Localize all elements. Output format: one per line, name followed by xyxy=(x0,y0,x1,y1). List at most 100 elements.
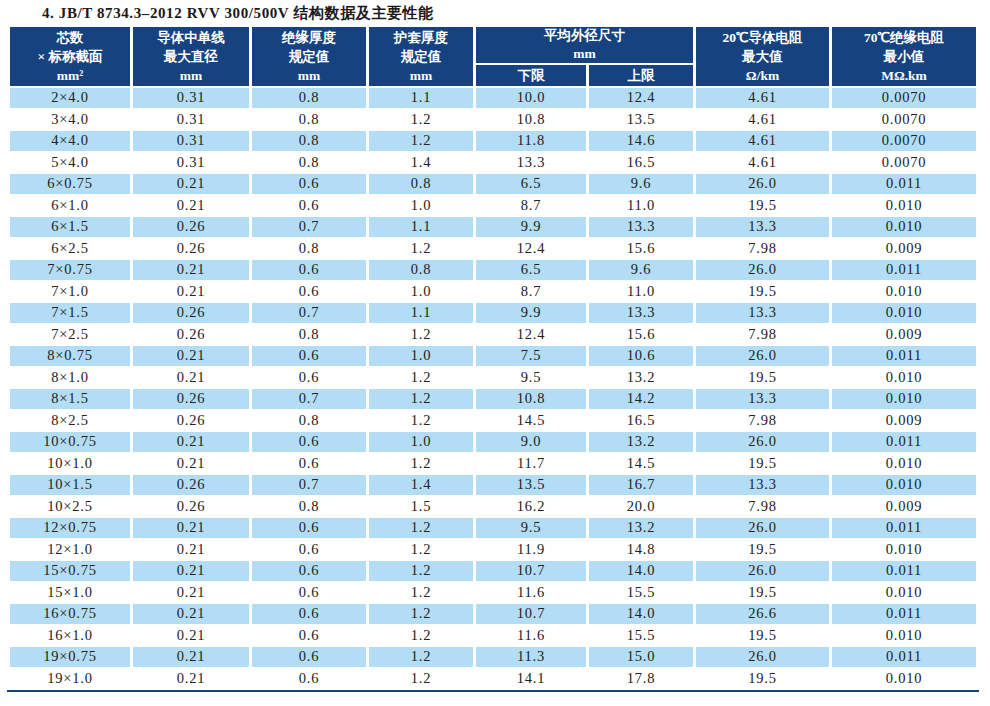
table-cell: 0.7 xyxy=(252,303,366,323)
table-cell: 10.8 xyxy=(476,110,586,130)
table-cell: 0.8 xyxy=(369,174,473,194)
table-cell: 14.0 xyxy=(589,604,693,624)
table-cell: 13.2 xyxy=(589,518,693,538)
table-cell: 0.21 xyxy=(133,518,249,538)
table-cell: 16.5 xyxy=(589,411,693,431)
table-cell: 0.0070 xyxy=(832,88,976,108)
table-cell: 0.0070 xyxy=(832,110,976,130)
header-insulation-resistance-70c: 70℃绝缘电阻 最小值 MΩ.km xyxy=(832,27,976,86)
table-cell: 0.6 xyxy=(252,454,366,474)
table-row: 10×0.750.210.61.09.013.226.00.011 xyxy=(10,432,976,452)
table-row: 6×2.50.260.81.212.415.67.980.009 xyxy=(10,239,976,259)
table-cell: 16×1.0 xyxy=(10,626,130,646)
table-cell: 0.010 xyxy=(832,583,976,603)
table-cell: 0.011 xyxy=(832,604,976,624)
header-conductor-resistance-20c: 20℃导体电阻 最大值 Ω/km xyxy=(696,27,829,86)
table-row: 7×0.750.210.60.86.59.626.00.011 xyxy=(10,260,976,280)
table-cell: 0.6 xyxy=(252,432,366,452)
table-cell: 0.009 xyxy=(832,239,976,259)
table-cell: 0.31 xyxy=(133,153,249,173)
table-cell: 3×4.0 xyxy=(10,110,130,130)
header-core-count: 芯数 × 标称截面 mm² xyxy=(10,27,130,86)
header-line: mm xyxy=(253,66,365,85)
spec-table: 芯数 × 标称截面 mm² 导体中单线 最大直径 mm 绝缘厚度 规定值 mm … xyxy=(7,25,979,692)
table-cell: 10×2.5 xyxy=(10,497,130,517)
table-cell: 12×0.75 xyxy=(10,518,130,538)
table-cell: 0.21 xyxy=(133,626,249,646)
table-cell: 11.7 xyxy=(476,454,586,474)
table-cell: 1.2 xyxy=(369,368,473,388)
table-cell: 0.26 xyxy=(133,217,249,237)
table-cell: 1.0 xyxy=(369,196,473,216)
table-row: 7×2.50.260.81.212.415.67.980.009 xyxy=(10,325,976,345)
header-line: mm xyxy=(134,66,248,85)
table-cell: 0.21 xyxy=(133,174,249,194)
table-cell: 16.5 xyxy=(589,153,693,173)
table-row: 16×1.00.210.61.211.615.519.50.010 xyxy=(10,626,976,646)
table-cell: 0.7 xyxy=(252,217,366,237)
table-cell: 7×1.5 xyxy=(10,303,130,323)
table-row: 15×1.00.210.61.211.615.519.50.010 xyxy=(10,583,976,603)
table-cell: 26.6 xyxy=(696,604,829,624)
table-row: 15×0.750.210.61.210.714.026.00.011 xyxy=(10,561,976,581)
table-cell: 0.6 xyxy=(252,604,366,624)
header-line: Ω/km xyxy=(697,66,828,85)
table-row: 5×4.00.310.81.413.316.54.610.0070 xyxy=(10,153,976,173)
table-row: 10×1.00.210.61.211.714.519.50.010 xyxy=(10,454,976,474)
table-cell: 9.0 xyxy=(476,432,586,452)
table-cell: 0.8 xyxy=(252,110,366,130)
table-header: 芯数 × 标称截面 mm² 导体中单线 最大直径 mm 绝缘厚度 规定值 mm … xyxy=(10,27,976,86)
header-line: 70℃绝缘电阻 xyxy=(833,28,975,47)
table-cell: 0.21 xyxy=(133,282,249,302)
table-row: 16×0.750.210.61.210.714.026.60.011 xyxy=(10,604,976,624)
table-cell: 15.5 xyxy=(589,626,693,646)
table-cell: 13.5 xyxy=(476,475,586,495)
header-line: 最大值 xyxy=(697,47,828,66)
table-cell: 0.6 xyxy=(252,368,366,388)
table-row: 10×1.50.260.71.413.516.713.30.010 xyxy=(10,475,976,495)
table-cell: 0.26 xyxy=(133,389,249,409)
table-cell: 0.31 xyxy=(133,88,249,108)
table-cell: 0.8 xyxy=(369,260,473,280)
table-cell: 4.61 xyxy=(696,110,829,130)
table-cell: 0.6 xyxy=(252,669,366,689)
table-cell: 0.21 xyxy=(133,540,249,560)
table-cell: 0.21 xyxy=(133,432,249,452)
table-row: 12×0.750.210.61.29.513.226.00.011 xyxy=(10,518,976,538)
table-cell: 0.21 xyxy=(133,368,249,388)
table-row: 2×4.00.310.81.110.012.44.610.0070 xyxy=(10,88,976,108)
table-cell: 0.8 xyxy=(252,88,366,108)
table-cell: 0.21 xyxy=(133,561,249,581)
table-cell: 0.6 xyxy=(252,196,366,216)
table-cell: 7.98 xyxy=(696,239,829,259)
table-cell: 14.5 xyxy=(589,454,693,474)
table-cell: 12×1.0 xyxy=(10,540,130,560)
table-cell: 0.6 xyxy=(252,346,366,366)
header-avg-outer-diameter-group: 平均外径尺寸 mm xyxy=(476,27,693,63)
header-line: 芯数 xyxy=(11,28,129,47)
table-cell: 0.6 xyxy=(252,282,366,302)
table-cell: 0.0070 xyxy=(832,153,976,173)
table-cell: 1.1 xyxy=(369,303,473,323)
table-cell: 0.010 xyxy=(832,454,976,474)
table-cell: 26.0 xyxy=(696,432,829,452)
header-line: 平均外径尺寸 xyxy=(477,27,692,45)
table-cell: 11.9 xyxy=(476,540,586,560)
table-cell: 13.3 xyxy=(589,303,693,323)
table-cell: 0.009 xyxy=(832,325,976,345)
table-cell: 10.8 xyxy=(476,389,586,409)
table-cell: 11.0 xyxy=(589,196,693,216)
header-line: × 标称截面 xyxy=(11,47,129,66)
table-cell: 1.2 xyxy=(369,626,473,646)
table-cell: 7×1.0 xyxy=(10,282,130,302)
table-cell: 4.61 xyxy=(696,153,829,173)
header-sheath-thickness: 护套厚度 规定值 mm xyxy=(369,27,473,86)
header-line: mm xyxy=(370,66,472,85)
table-row: 8×1.00.210.61.29.513.219.50.010 xyxy=(10,368,976,388)
table-cell: 0.011 xyxy=(832,647,976,667)
table-row: 7×1.00.210.61.08.711.019.50.010 xyxy=(10,282,976,302)
header-insulation-thickness: 绝缘厚度 规定值 mm xyxy=(252,27,366,86)
table-cell: 8×1.5 xyxy=(10,389,130,409)
table-cell: 6×1.0 xyxy=(10,196,130,216)
table-row: 8×2.50.260.81.214.516.57.980.009 xyxy=(10,411,976,431)
